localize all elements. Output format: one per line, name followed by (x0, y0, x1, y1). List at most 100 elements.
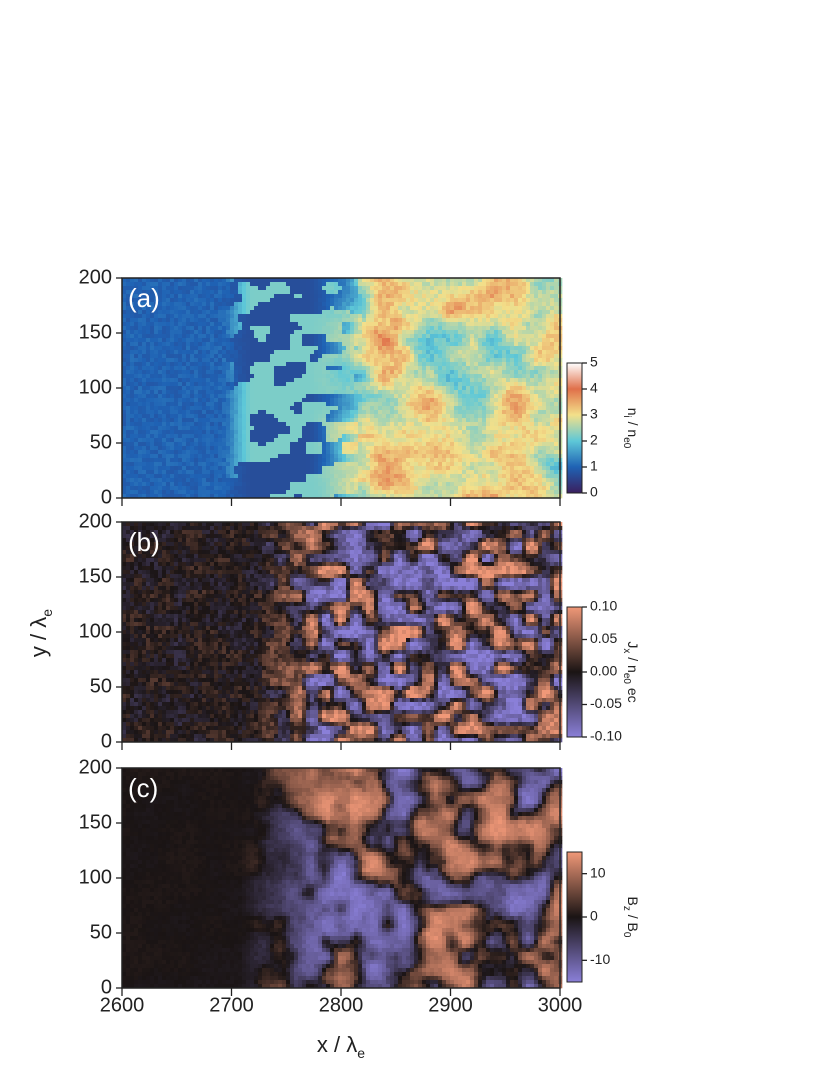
heatmap-cell (446, 438, 451, 443)
heatmap-cell (434, 318, 439, 323)
heatmap-cell (186, 410, 191, 415)
heatmap-cell (362, 466, 367, 471)
heatmap-cell (366, 382, 371, 387)
heatmap-cell (438, 430, 443, 435)
heatmap-cell (278, 326, 283, 331)
heatmap-cell (298, 398, 303, 403)
heatmap-cell (122, 366, 127, 371)
heatmap-cell (378, 302, 383, 307)
heatmap-cell (474, 294, 479, 299)
heatmap-cell (294, 294, 299, 299)
heatmap-cell (386, 418, 391, 423)
heatmap-cell (222, 490, 227, 495)
heatmap-cell (346, 442, 351, 447)
heatmap-cell (214, 466, 219, 471)
heatmap-cell (382, 290, 387, 295)
heatmap-cell (434, 434, 439, 439)
heatmap-cell (442, 286, 447, 291)
heatmap-cell (126, 318, 131, 323)
heatmap-cell (394, 282, 399, 287)
heatmap-cell (442, 302, 447, 307)
heatmap-cell (442, 402, 447, 407)
heatmap-cell (174, 362, 179, 367)
heatmap-cell (406, 286, 411, 291)
heatmap-cell (290, 302, 295, 307)
heatmap-cell (146, 410, 151, 415)
heatmap-cell (342, 354, 347, 359)
heatmap-cell (462, 370, 467, 375)
heatmap-cell (178, 382, 183, 387)
heatmap-cell (266, 410, 271, 415)
heatmap-cell (226, 290, 231, 295)
heatmap-cell (266, 422, 271, 427)
heatmap-cell (254, 414, 259, 419)
heatmap-cell (414, 482, 419, 487)
heatmap-cell (162, 430, 167, 435)
heatmap-cell (154, 462, 159, 467)
heatmap-cell (458, 298, 463, 303)
heatmap-cell (198, 278, 203, 283)
heatmap-cell (134, 410, 139, 415)
heatmap-cell (414, 338, 419, 343)
heatmap-cell (346, 278, 351, 283)
heatmap-cell (198, 426, 203, 431)
heatmap-cell (454, 310, 459, 315)
heatmap-cell (282, 430, 287, 435)
heatmap-cell (386, 322, 391, 327)
heatmap-cell (254, 470, 259, 475)
heatmap-cell (162, 478, 167, 483)
heatmap-cell (422, 450, 427, 455)
heatmap-cell (466, 314, 471, 319)
heatmap-cell (434, 422, 439, 427)
heatmap-cell (186, 426, 191, 431)
heatmap-cell (130, 374, 135, 379)
heatmap-cell (214, 314, 219, 319)
heatmap-cell (358, 450, 363, 455)
heatmap-cell (262, 438, 267, 443)
heatmap-cell (190, 418, 195, 423)
heatmap-cell (262, 386, 267, 391)
heatmap-cell (430, 414, 435, 419)
heatmap-cell (482, 286, 487, 291)
heatmap-cell (338, 378, 343, 383)
heatmap-cell (274, 426, 279, 431)
heatmap-cell (450, 354, 455, 359)
heatmap-cell (178, 486, 183, 491)
heatmap-cell (166, 342, 171, 347)
heatmap-cell (174, 350, 179, 355)
heatmap-cell (330, 466, 335, 471)
heatmap-cell (442, 282, 447, 287)
heatmap-cell (386, 490, 391, 495)
heatmap-cell (226, 446, 231, 451)
heatmap-cell (246, 298, 251, 303)
heatmap-cell (462, 362, 467, 367)
heatmap-cell (378, 394, 383, 399)
heatmap-cell (238, 414, 243, 419)
heatmap-cell (454, 298, 459, 303)
heatmap-cell (246, 290, 251, 295)
heatmap-cell (370, 322, 375, 327)
heatmap-cell (190, 414, 195, 419)
heatmap-cell (310, 414, 315, 419)
heatmap-cell (386, 398, 391, 403)
heatmap-cell (302, 386, 307, 391)
heatmap-cell (198, 470, 203, 475)
heatmap-cell (362, 438, 367, 443)
heatmap-cell (214, 474, 219, 479)
heatmap-cell (386, 354, 391, 359)
heatmap-cell (418, 350, 423, 355)
heatmap-cell (462, 390, 467, 395)
heatmap-cell (218, 386, 223, 391)
heatmap-cell (166, 478, 171, 483)
heatmap-cell (478, 366, 483, 371)
heatmap-cell (194, 358, 199, 363)
heatmap-cell (258, 306, 263, 311)
heatmap-cell (302, 302, 307, 307)
heatmap-cell (426, 474, 431, 479)
heatmap-cell (286, 354, 291, 359)
heatmap-cell (278, 374, 283, 379)
heatmap-cell (366, 294, 371, 299)
heatmap-cell (134, 434, 139, 439)
heatmap-cell (450, 478, 455, 483)
heatmap-cell (258, 314, 263, 319)
